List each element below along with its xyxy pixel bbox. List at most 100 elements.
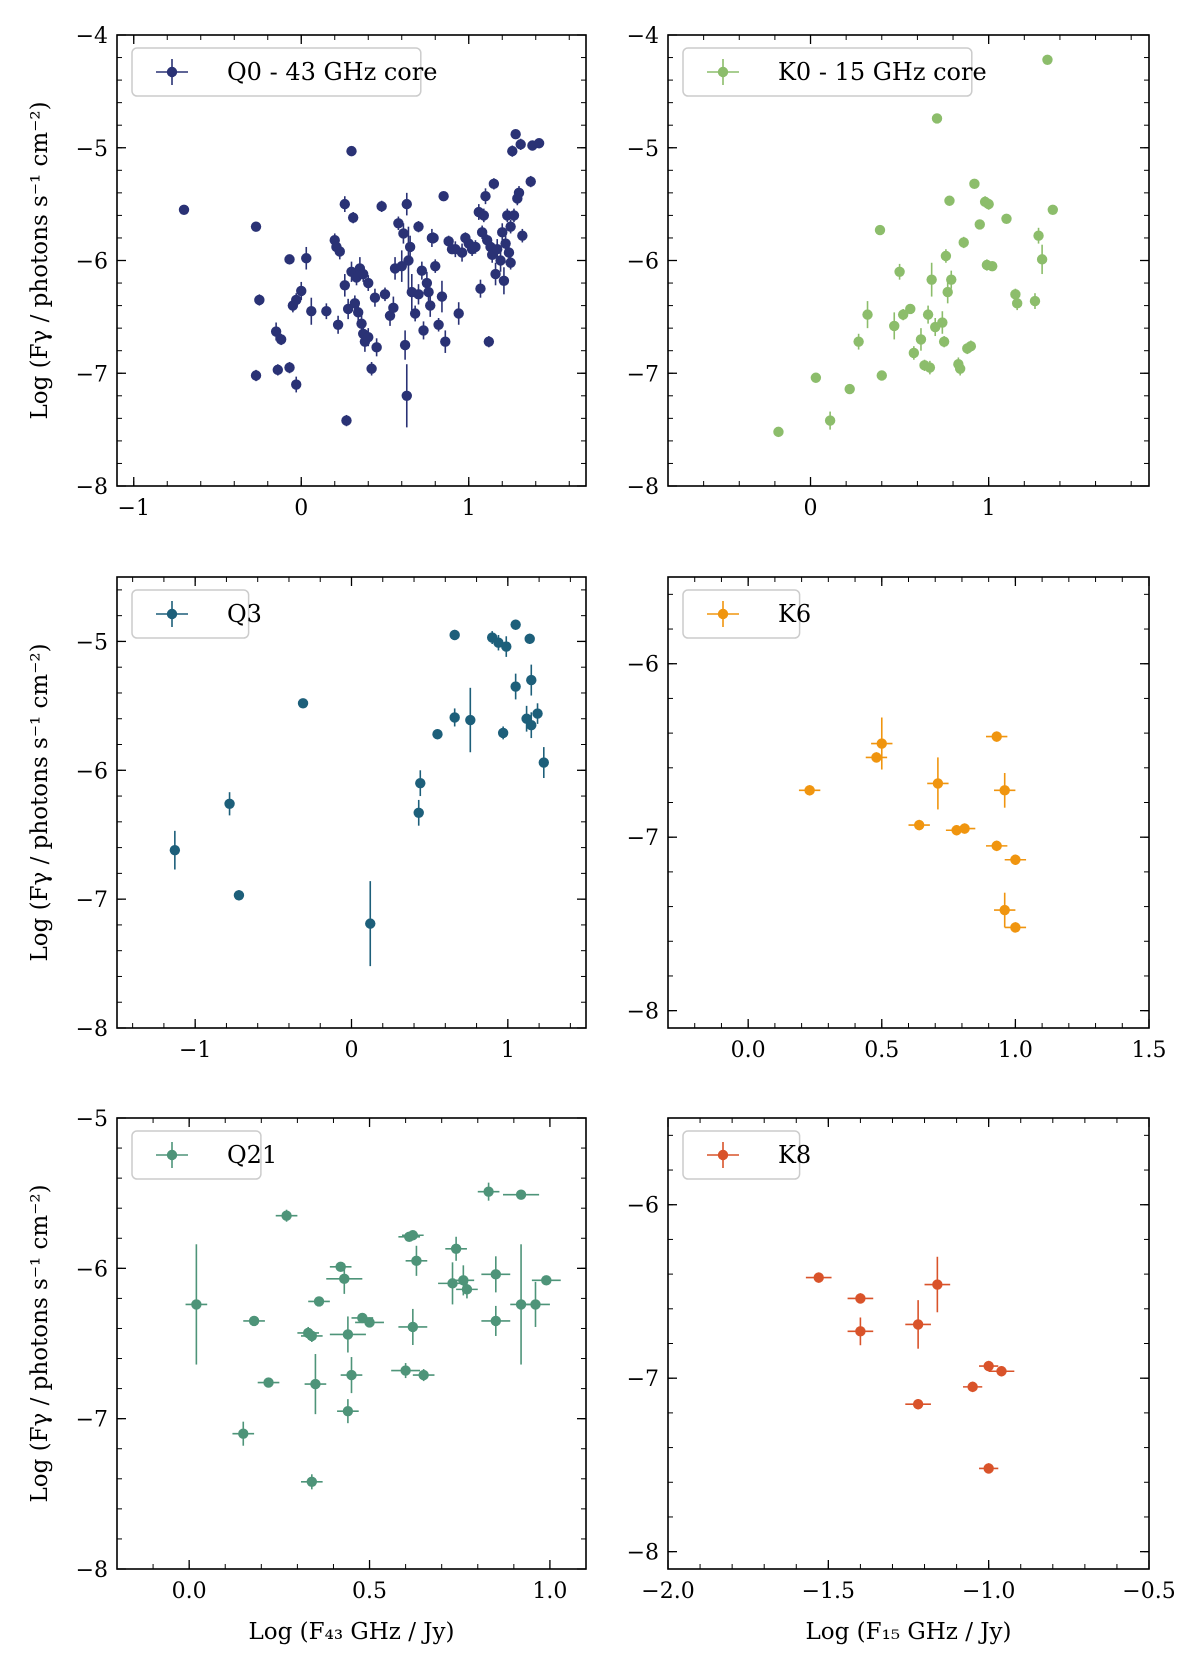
data-point [254, 294, 265, 306]
data-point [974, 219, 985, 230]
y-tick-label: −8 [76, 1017, 108, 1042]
data-point [498, 275, 510, 286]
data-point [932, 1279, 943, 1290]
y-tick-label: −6 [627, 250, 659, 275]
data-point [876, 738, 887, 749]
data-point [938, 336, 950, 347]
data-point [915, 334, 927, 345]
y-tick-label: −8 [627, 1541, 659, 1566]
data-point [334, 246, 345, 257]
data-point [1047, 204, 1059, 215]
data-point [425, 300, 436, 311]
x-tick-label: 1.5 [1132, 1038, 1167, 1063]
data-point [456, 247, 468, 258]
panel-2: 0 1 −8 −7 −6 −5 −4 K0 - 15 GHz core [627, 24, 1150, 521]
data-point [991, 731, 1002, 742]
data-point [306, 1330, 318, 1342]
legend: K6 [682, 589, 811, 639]
data-point [488, 178, 500, 190]
data-point [250, 221, 262, 232]
data-point [922, 309, 934, 320]
legend-box [131, 1130, 262, 1180]
data-point [366, 363, 377, 374]
data-point [969, 178, 980, 190]
data-point [483, 1186, 494, 1197]
data-point [297, 698, 309, 709]
axes-frame [667, 576, 1150, 1029]
data-point [478, 210, 490, 221]
data-point [379, 289, 391, 300]
data-point [804, 785, 815, 796]
data-point [905, 303, 916, 315]
data-point [341, 415, 352, 426]
x-tick-label: 1 [501, 1038, 515, 1063]
data-point [810, 372, 822, 383]
legend: K0 - 15 GHz core [682, 47, 987, 97]
x-tick-label: 0.0 [731, 1038, 766, 1063]
data-point [894, 266, 905, 277]
data-point [250, 370, 262, 381]
data-point [912, 1319, 924, 1330]
data-point [399, 339, 411, 351]
data-point [505, 257, 516, 268]
axes-frame [116, 1117, 587, 1570]
x-tick-label: −1 [118, 496, 150, 521]
panel-4: 0.0 0.5 1.0 1.5 −8 −7 −6 K6 [627, 576, 1167, 1063]
axes-frame [116, 34, 587, 487]
data-point [1010, 922, 1021, 933]
data-point [418, 325, 429, 336]
legend-marker [166, 608, 178, 620]
x-tick-label: 0 [294, 496, 308, 521]
legend: Q0 - 43 GHz core [131, 47, 437, 97]
panel-6: −2.0 −1.5 −1.0 −0.5 −8 −7 −6 K8 Log (F₁₅ GHz / J… [627, 1117, 1176, 1645]
data-point [493, 637, 504, 648]
data-point [291, 294, 302, 306]
data-point [530, 1299, 541, 1310]
y-tick-label: −8 [76, 475, 108, 500]
data-point [510, 619, 521, 630]
data-point [346, 145, 357, 157]
data-point [450, 1243, 462, 1254]
data-point [942, 286, 953, 298]
legend: Q3 [131, 589, 262, 639]
data-point [1010, 854, 1021, 865]
data-point [507, 145, 518, 157]
data-point [490, 1269, 502, 1280]
data-point [342, 1329, 354, 1340]
data-point [453, 308, 464, 319]
y-tick-label: −7 [627, 826, 659, 851]
data-point [371, 342, 382, 353]
data-point [430, 260, 441, 272]
data-point [470, 241, 481, 253]
x-tick-label: 0 [804, 496, 818, 521]
x-tick-label: 0 [345, 1038, 359, 1063]
data-point [407, 1321, 419, 1333]
y-tick-label: −8 [627, 1000, 659, 1025]
data-point [313, 1296, 325, 1307]
data-point [238, 1428, 249, 1439]
data-point [301, 253, 312, 264]
x-axis-label: Log (F₄₃ GHz / Jy) [249, 1619, 455, 1645]
y-tick-label: −6 [627, 1194, 659, 1219]
x-tick-label: 0.0 [172, 1579, 207, 1604]
legend-label: K0 - 15 GHz core [778, 58, 987, 86]
data-point [393, 218, 404, 229]
data-point [306, 1476, 318, 1488]
legend: Q21 [131, 1130, 277, 1180]
data-points [805, 1256, 1015, 1474]
data-point [347, 212, 359, 223]
data-point [403, 255, 414, 266]
data-point [339, 1273, 350, 1285]
data-point [526, 719, 537, 731]
data-point [855, 1326, 866, 1337]
data-points [773, 54, 1059, 438]
data-point [871, 752, 882, 763]
y-tick-label: −5 [76, 1107, 108, 1132]
data-point [421, 277, 433, 289]
data-point [407, 1230, 419, 1241]
legend-label: K8 [778, 1141, 811, 1169]
data-point [411, 1255, 422, 1267]
data-point [944, 195, 955, 206]
data-point [490, 1315, 502, 1327]
